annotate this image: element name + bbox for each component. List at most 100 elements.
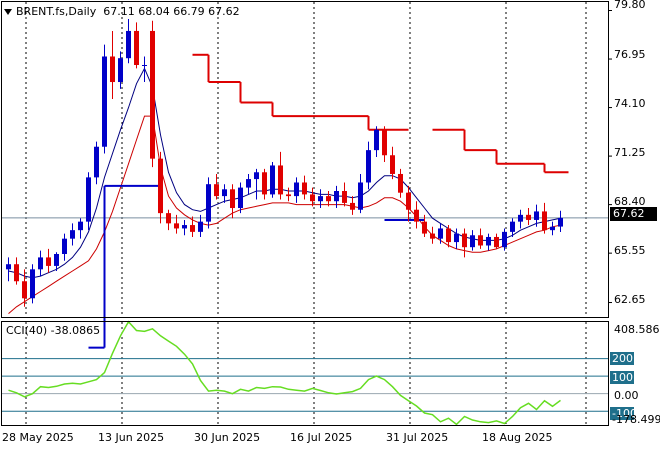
candle-body (182, 225, 187, 229)
candle-body (558, 217, 563, 227)
candle-body (70, 230, 75, 239)
slow-ma-line (8, 115, 561, 314)
chart-header: BRENT.fs,Daily 67.11 68.04 66.79 67.62 (4, 5, 240, 18)
candle-body (38, 257, 43, 270)
candle-body (238, 187, 243, 209)
candle-body (414, 209, 419, 222)
candle-body (550, 226, 555, 231)
candle-body (470, 235, 475, 248)
candle-body (102, 56, 107, 147)
candle-body (486, 236, 491, 246)
candle-body (270, 165, 275, 195)
cci-max-label: 408.586 (614, 323, 660, 336)
candle-body (54, 254, 59, 266)
cci-panel (2, 320, 608, 426)
candle-body (254, 172, 259, 180)
candle-body (342, 191, 347, 203)
candle-body (326, 196, 331, 202)
candle-body (406, 192, 411, 210)
ohlc-values: 67.11 68.04 66.79 67.62 (103, 5, 240, 18)
cci-level-box-minus100: -100 (610, 407, 637, 420)
candle-body (214, 184, 219, 197)
price-tick-label: 71.25 (614, 146, 646, 159)
price-tick-label: 65.55 (614, 244, 646, 257)
candle-body (366, 150, 371, 183)
time-tick-label: 13 Jun 2025 (98, 431, 165, 444)
candle-body (286, 194, 291, 197)
candle-body (534, 211, 539, 220)
candle-body (110, 56, 115, 83)
candle-body (262, 172, 267, 195)
chart-grid (25, 2, 612, 425)
candle-body (446, 228, 451, 243)
candle-body (46, 257, 51, 266)
candle-body (374, 129, 379, 151)
candle-body (502, 231, 507, 248)
price-panel (2, 19, 608, 349)
candle-body (246, 179, 251, 188)
candle-body (22, 281, 27, 299)
candle-body (278, 165, 283, 195)
current-price-box: 67.62 (610, 207, 657, 221)
candle-body (478, 235, 483, 246)
candle-body (134, 30, 139, 65)
candle-body (94, 146, 99, 178)
collapse-triangle-icon[interactable] (4, 9, 12, 15)
candle-body (422, 221, 427, 234)
price-tick-label: 62.65 (614, 293, 646, 306)
candle-body (158, 158, 163, 214)
candle-body (382, 129, 387, 156)
price-tick-label: 68.40 (614, 195, 646, 208)
candle-body (30, 269, 35, 299)
candle-body (310, 194, 315, 202)
candle-body (198, 221, 203, 232)
cci-line (8, 320, 561, 426)
candle-body (334, 191, 339, 202)
candle-body (142, 65, 147, 66)
main-plot-frame (1, 1, 609, 318)
candle-body (166, 213, 171, 224)
candle-body (390, 155, 395, 174)
candle-body (494, 236, 499, 248)
candle-body (462, 233, 467, 248)
candle-body (510, 221, 515, 232)
candle-body (542, 211, 547, 231)
candle-body (350, 202, 355, 210)
candle-body (174, 223, 179, 229)
candle-body (454, 233, 459, 243)
cci-plot-frame (1, 321, 609, 426)
candle-body (6, 264, 11, 270)
candle-body (294, 182, 299, 197)
cci-min-label: -178.499 (612, 413, 660, 426)
price-tick-label: 79.80 (614, 0, 646, 11)
cci-indicator-label: CCI(40) -38.0865 (6, 324, 101, 337)
candle-body (126, 30, 131, 59)
fast-ma-line (8, 67, 561, 279)
candle-body (518, 214, 523, 222)
cci-zero-label: 0.00 (614, 389, 639, 402)
candle-body (230, 189, 235, 209)
cci-level-box-200: 200 (610, 352, 634, 365)
candle-body (430, 233, 435, 239)
candle-body (358, 182, 363, 210)
candle-body (302, 182, 307, 195)
time-tick-label: 31 Jul 2025 (386, 431, 449, 444)
candle-body (190, 225, 195, 232)
candle-body (438, 228, 443, 239)
candle-body (150, 30, 155, 159)
candle-body (118, 58, 123, 83)
candle-body (86, 177, 91, 222)
candle-body (222, 189, 227, 197)
candle-body (318, 196, 323, 202)
candle-body (206, 184, 211, 222)
candle-body (78, 221, 83, 231)
cci-level-box-100: 100 (610, 371, 634, 384)
price-tick-label: 76.95 (614, 48, 646, 61)
price-tick-label: 74.10 (614, 97, 646, 110)
time-tick-label: 30 Jun 2025 (194, 431, 261, 444)
time-tick-label: 28 May 2025 (2, 431, 74, 444)
time-tick-label: 16 Jul 2025 (290, 431, 353, 444)
time-tick-label: 18 Aug 2025 (482, 431, 553, 444)
candle-body (526, 214, 531, 220)
